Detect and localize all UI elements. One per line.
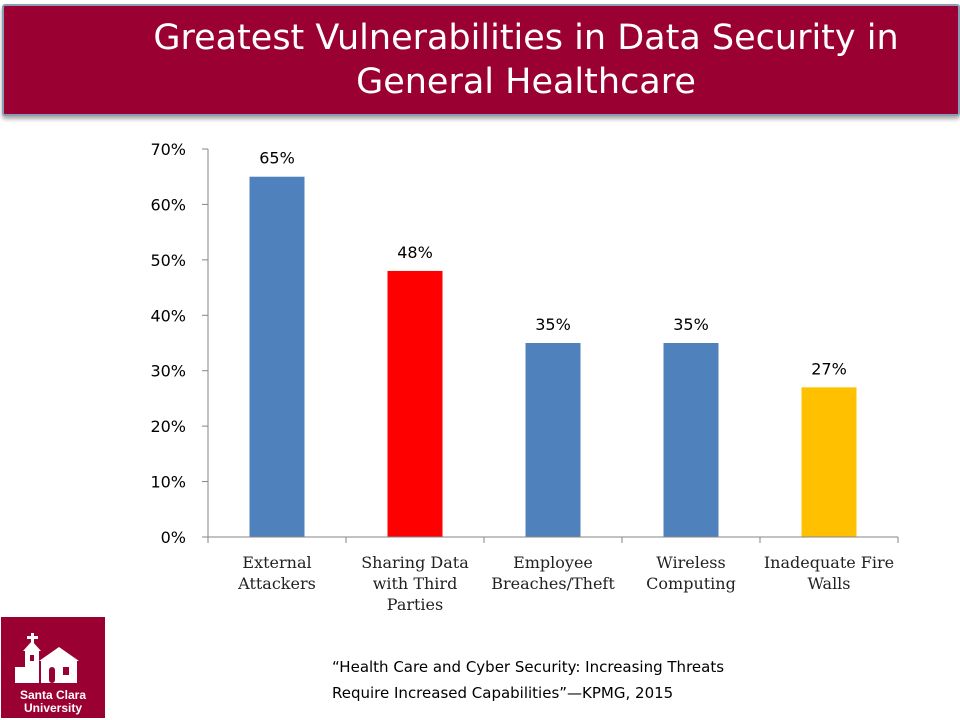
- citation-line1: “Health Care and Cyber Security: Increas…: [332, 658, 725, 676]
- x-tick-label: Inadequate Fire Walls: [764, 553, 894, 593]
- x-axis: External Attackers Sharing Data with Third P…: [207, 536, 899, 614]
- data-label: 27%: [811, 359, 847, 378]
- citation-line2: Require Increased Capabilities”—KPMG, 20…: [332, 684, 674, 702]
- bar: [525, 343, 581, 537]
- y-tick-label: 20%: [150, 417, 186, 436]
- logo-text-line2: University: [23, 701, 83, 715]
- y-tick-label: 60%: [150, 195, 186, 214]
- y-axis: 0% 10% 20% 30% 40% 50% 60% 70%: [150, 140, 209, 547]
- santa-clara-university-logo: Santa Clara University: [1, 617, 105, 718]
- bars: 65% 48% 35% 35% 27%: [249, 149, 857, 537]
- y-tick-label: 50%: [150, 251, 186, 270]
- y-tick-label: 10%: [150, 473, 186, 492]
- x-tick-label: External Attackers: [237, 553, 316, 593]
- source-citation: “Health Care and Cyber Security: Increas…: [332, 654, 852, 706]
- bar: [387, 270, 443, 537]
- bar-chart: 0%10%20%30%40%50%60%70% 65%48%35% 35%27% …: [150, 140, 899, 614]
- x-tick-label: Wireless Computing: [646, 553, 736, 593]
- data-label: 65%: [259, 149, 295, 168]
- bar: [663, 343, 719, 537]
- x-tick-label: Employee Breaches/Theft: [491, 553, 615, 593]
- mission-church-icon: [15, 633, 79, 683]
- y-tick-label: 40%: [150, 306, 186, 325]
- y-tick-label: 0%: [161, 528, 186, 547]
- bar: [801, 387, 857, 537]
- title-banner: Greatest Vulnerabilities in Data Securit…: [2, 4, 960, 116]
- bar: [249, 176, 305, 537]
- y-tick-label: 70%: [150, 140, 186, 159]
- data-label: 35%: [673, 315, 709, 334]
- y-tick-label: 30%: [150, 362, 186, 381]
- data-label: 35%: [535, 315, 571, 334]
- x-tick-label: Sharing Data with Third Parties: [361, 553, 469, 614]
- logo-text-line1: Santa Clara: [19, 688, 87, 702]
- slide-title: Greatest Vulnerabilities in Data Securit…: [153, 18, 899, 102]
- data-label: 48%: [397, 243, 433, 262]
